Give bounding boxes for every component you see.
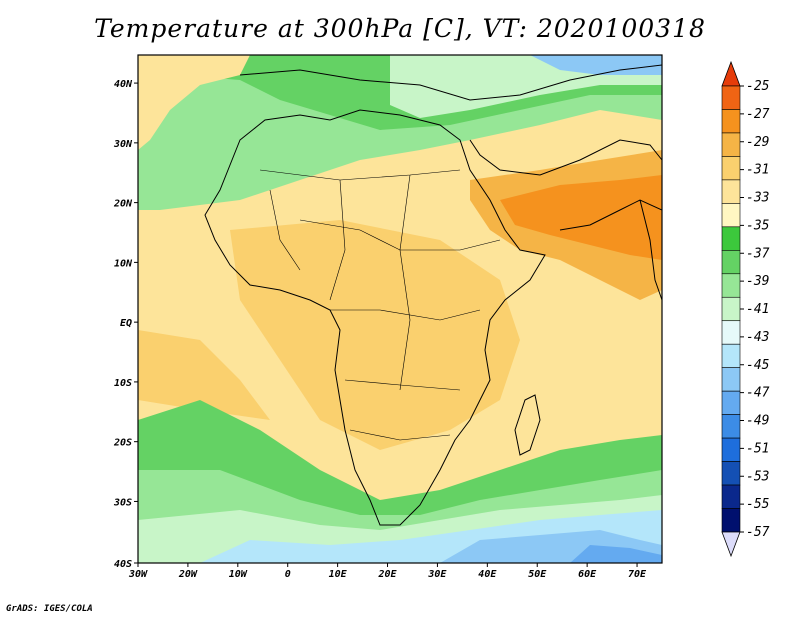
colorbar-label: -29	[746, 135, 769, 150]
lon-tick-label: 30E	[427, 569, 447, 580]
colorbar-swatch	[721, 296, 741, 322]
lon-tick-label: 20E	[377, 569, 397, 580]
credit-label: GrADS: IGES/COLA	[6, 604, 93, 614]
colorbar-label: -57	[746, 525, 770, 540]
lon-tick-label: 0	[285, 569, 291, 580]
temperature-field	[138, 55, 662, 563]
lon-tick-label: 50E	[528, 569, 547, 580]
lat-tick-label: 30N	[113, 139, 133, 150]
lat-tick-label: 10S	[114, 378, 132, 389]
colorbar-swatch	[721, 461, 741, 486]
lat-tick-label: 20S	[113, 438, 132, 449]
colorbar-swatch	[721, 250, 741, 275]
colorbar-label: -33	[746, 191, 769, 206]
colorbar-swatch	[721, 109, 741, 134]
lon-tick-label: 10W	[229, 569, 248, 580]
colorbar-swatch	[721, 437, 741, 462]
lon-tick-label: 10E	[329, 569, 348, 580]
colorbar-swatch	[721, 85, 741, 110]
colorbar-swatch	[721, 484, 741, 509]
lat-tick-label: EQ	[120, 318, 132, 329]
colorbar-swatch	[721, 343, 741, 368]
country-borders	[259, 169, 501, 441]
colorbar-swatch	[721, 156, 741, 181]
colorbar-label: -53	[746, 469, 769, 484]
colorbar-label: -37	[746, 246, 770, 261]
lat-tick-label: 30S	[113, 497, 132, 508]
colorbar-label: -51	[746, 441, 769, 456]
lat-tick-label: 40N	[114, 79, 133, 90]
colorbar-label: -31	[746, 163, 769, 178]
colorbar-swatch	[721, 320, 741, 345]
colorbar-swatch	[721, 273, 741, 298]
colorbar-label: -25	[746, 79, 770, 94]
colorbar-label: -45	[746, 358, 770, 373]
colorbar-swatch	[721, 367, 741, 392]
colorbar-swatch	[721, 132, 741, 157]
colorbar-label: -39	[746, 274, 769, 289]
lon-tick-label: 40E	[478, 569, 497, 580]
lat-tick-label: 40S	[114, 559, 132, 570]
coastlines	[204, 64, 662, 526]
lon-tick-label: 30W	[128, 569, 148, 580]
map-frame	[137, 54, 663, 564]
colorbar-label: -55	[746, 497, 770, 512]
colorbar-label: -47	[746, 386, 770, 401]
colorbar-label: -27	[746, 107, 770, 122]
map-title: Temperature at 300hPa [C], VT: 202010031…	[94, 14, 706, 43]
colorbar-label: -35	[746, 218, 770, 233]
longitude-ticks: 30W 20W 10W 0 10E 20E 30E 40E 50E 60E 70E	[128, 563, 647, 580]
colorbar-label: -43	[746, 330, 769, 345]
colorbar-swatch	[721, 203, 741, 228]
colorbar-top-triangle	[721, 60, 741, 87]
latitude-ticks: 40N 30N 20N 10N EQ 10S 20S 30S 40S	[113, 79, 138, 570]
colorbar-bottom-triangle	[721, 531, 741, 558]
colorbar-swatch	[721, 390, 741, 415]
colorbar-swatch	[721, 508, 741, 533]
colorbar-label: -49	[746, 414, 769, 429]
colorbar-label: -41	[746, 302, 769, 317]
colorbar-swatch	[721, 179, 741, 204]
lat-tick-label: 20N	[113, 199, 133, 210]
colorbar: -25 -27 -29 -31 -33 -35 -37 -39 -41 -43 -45 -47 -49 -…	[721, 60, 770, 558]
lat-tick-label: 10N	[114, 258, 133, 269]
lon-tick-label: 70E	[628, 569, 647, 580]
colorbar-swatch	[721, 226, 741, 251]
lon-tick-label: 20W	[178, 569, 198, 580]
lon-tick-label: 60E	[578, 569, 597, 580]
colorbar-swatch	[721, 414, 741, 439]
